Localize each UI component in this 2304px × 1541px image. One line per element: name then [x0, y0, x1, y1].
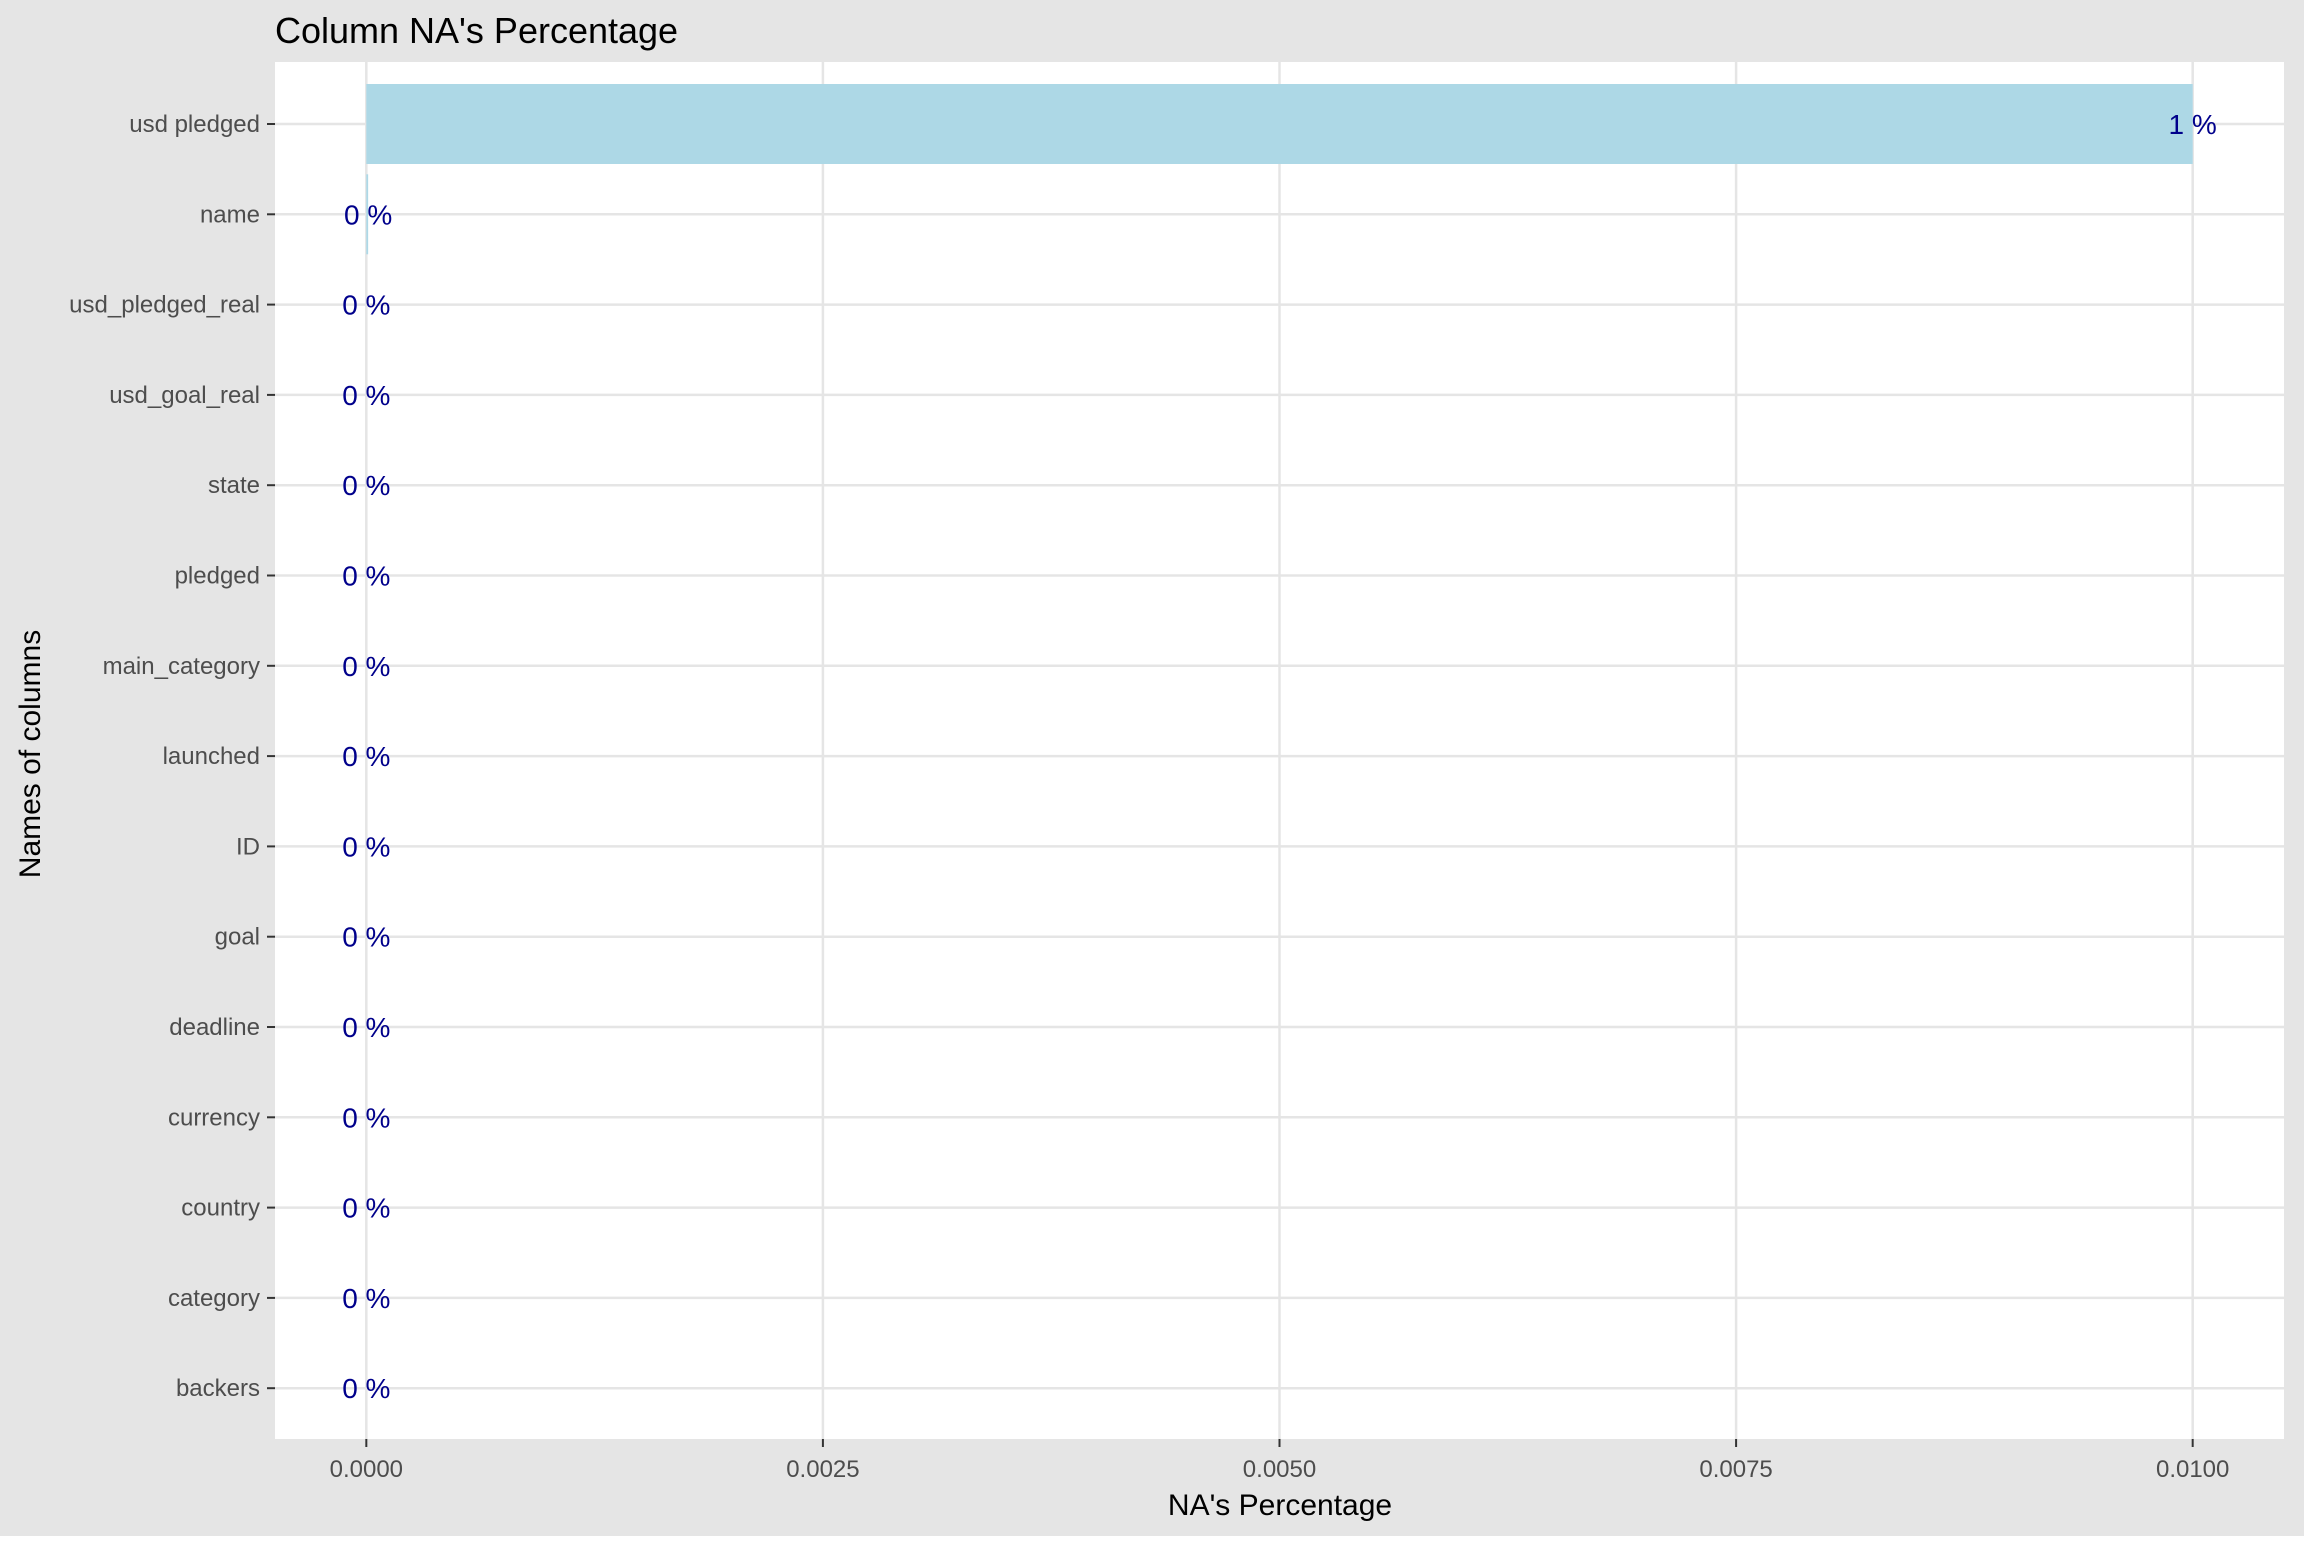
y-tick-label: state: [208, 472, 260, 499]
x-tick-label: 0.0050: [1243, 1456, 1316, 1483]
bar-value-label: 1 %: [2169, 109, 2217, 140]
y-tick-label: pledged: [175, 563, 260, 590]
bar-value-label: 0 %: [342, 1102, 390, 1133]
y-tick-label: usd_pledged_real: [69, 292, 260, 319]
y-tick-label: category: [168, 1285, 260, 1312]
y-axis-title: Names of columns: [14, 630, 47, 878]
x-tick-label: 0.0075: [1699, 1456, 1772, 1483]
bar: [366, 84, 2193, 164]
y-tick-label: currency: [168, 1104, 260, 1131]
bar-value-label: 0 %: [342, 470, 390, 501]
x-axis: 0.0000 0.0025 0.0050 0.0075 0.0100: [330, 1439, 2229, 1483]
y-tick-label: main_category: [103, 653, 260, 680]
bar-value-label: 0 %: [342, 651, 390, 682]
bar-value-label: 0 %: [342, 922, 390, 953]
bar-value-label: 0 %: [342, 380, 390, 411]
y-tick-label: ID: [236, 833, 260, 860]
y-tick-label: name: [200, 201, 260, 228]
bar: [366, 174, 369, 255]
y-tick-label: country: [181, 1195, 260, 1222]
y-tick-label: deadline: [169, 1014, 260, 1041]
bar-value-label: 0 %: [342, 741, 390, 772]
chart-title: Column NA's Percentage: [275, 10, 678, 51]
data-labels: 1 % 0 % 0 % 0 % 0 % 0 % 0 % 0 % 0 % 0 % 0 % 0 % 0 % 0…: [342, 109, 2217, 1404]
x-tick-label: 0.0100: [2156, 1456, 2229, 1483]
y-tick-label: usd pledged: [129, 111, 260, 138]
bar-value-label: 0 %: [342, 1373, 390, 1404]
bar-value-label: 0 %: [342, 561, 390, 592]
bar-value-label: 0 %: [342, 1193, 390, 1224]
bar-value-label: 0 %: [342, 290, 390, 321]
x-axis-title: NA's Percentage: [1168, 1489, 1392, 1522]
bar-value-label: 0 %: [342, 1283, 390, 1314]
y-tick-label: launched: [163, 743, 260, 770]
bar-value-label: 0 %: [344, 199, 392, 230]
y-axis: usd pledged name usd_pledged_real usd_goal_…: [69, 111, 275, 1402]
y-tick-label: goal: [215, 924, 260, 951]
y-tick-label: usd_goal_real: [109, 382, 260, 409]
bar-value-label: 0 %: [342, 1012, 390, 1043]
x-tick-label: 0.0000: [330, 1456, 403, 1483]
y-tick-label: backers: [176, 1375, 260, 1402]
x-tick-label: 0.0025: [786, 1456, 859, 1483]
bar-value-label: 0 %: [342, 831, 390, 862]
bars: [366, 84, 2193, 255]
